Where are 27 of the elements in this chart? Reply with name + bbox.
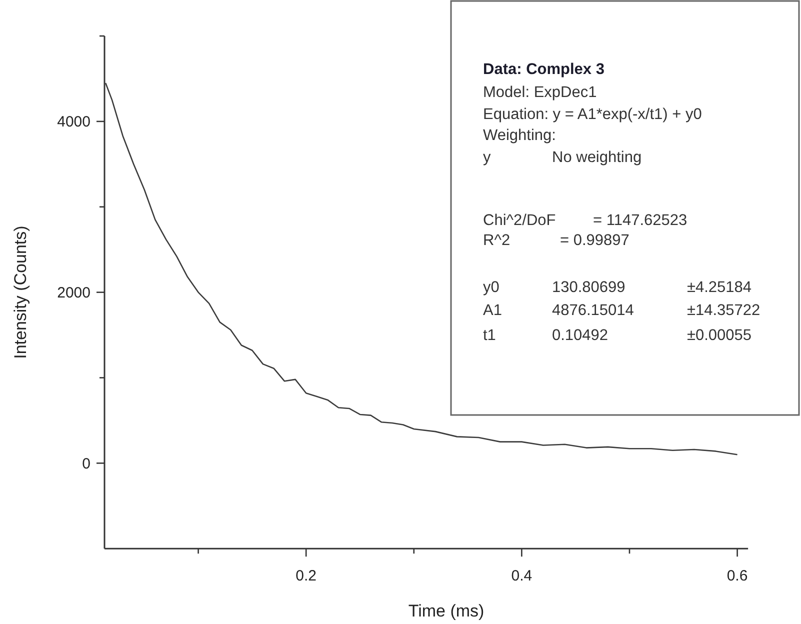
- annotation: ±0.00055: [687, 327, 752, 344]
- annotation: Weighting:: [483, 127, 556, 144]
- x-tick-label: 0.4: [511, 568, 532, 585]
- annotation: 4876.15014: [552, 302, 634, 319]
- x-tick-label: 0.6: [726, 568, 748, 585]
- annotation: Equation: y = A1*exp(-x/t1) + y0: [483, 106, 702, 123]
- annotation: Model: ExpDec1: [483, 84, 597, 101]
- annotation: ±14.35722: [687, 302, 760, 319]
- annotation: y: [483, 149, 491, 166]
- x-axis-title: Time (ms): [408, 602, 484, 621]
- annotation: R^2: [483, 232, 510, 249]
- annotation: No weighting: [552, 149, 642, 166]
- annotation: = 1147.62523: [593, 212, 688, 229]
- annotation: t1: [483, 327, 496, 344]
- y-tick-label: 0: [82, 455, 90, 472]
- annotation: y0: [483, 279, 500, 296]
- annotation: Data: Complex 3: [483, 61, 605, 78]
- y-tick-label: 2000: [57, 284, 90, 302]
- annotation: Chi^2/DoF: [483, 212, 556, 229]
- x-tick-label: 0.2: [296, 568, 317, 585]
- annotation: A1: [483, 302, 502, 319]
- annotation: = 0.99897: [560, 232, 630, 249]
- y-axis-title: Intensity (Counts): [11, 226, 30, 359]
- y-tick-label: 4000: [57, 114, 90, 131]
- annotation: 0.10492: [552, 327, 608, 344]
- annotation: ±4.25184: [687, 279, 752, 296]
- annotation: 130.80699: [552, 279, 626, 296]
